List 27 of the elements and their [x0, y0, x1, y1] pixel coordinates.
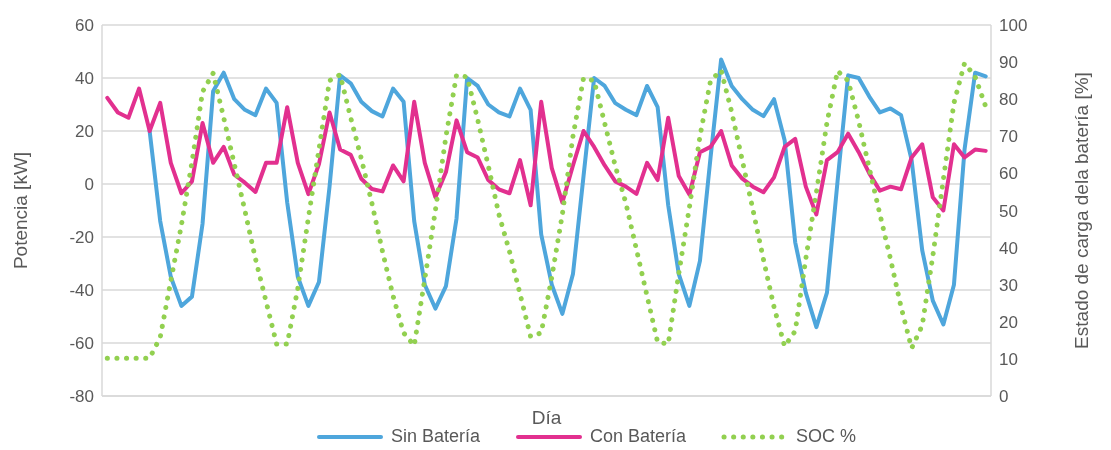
y2-tick-label: 30 [999, 275, 1018, 295]
y2-tick-label: 50 [999, 201, 1018, 221]
y2-tick-label: 80 [999, 90, 1018, 110]
line-series [105, 86, 988, 217]
y-tick-label: 60 [75, 16, 94, 36]
y-tick-label: 0 [84, 175, 94, 195]
y-tick-label: 40 [75, 69, 94, 89]
y-tick-label: -40 [69, 281, 94, 301]
line-series [147, 57, 988, 330]
legend-label: Sin Batería [389, 426, 480, 447]
y2-tick-label: 20 [999, 312, 1018, 332]
y-tick-label: 20 [75, 122, 94, 142]
legend-label: Con Batería [589, 426, 687, 446]
y2-tick-label: 10 [999, 349, 1018, 369]
y2-tick-label: 40 [999, 238, 1018, 258]
legend-label: SOC % [795, 426, 857, 447]
y-axis-title: Potencia [kW] [10, 151, 32, 270]
y2-tick-label: 0 [999, 387, 1009, 407]
y2-tick-label: 100 [999, 16, 1028, 36]
y-tick-label: -60 [69, 334, 94, 354]
y-tick-label: -80 [69, 387, 94, 407]
y2-tick-label: 60 [999, 164, 1018, 184]
y-tick-label: -20 [69, 228, 94, 248]
y2-tick-label: 90 [999, 53, 1018, 73]
y2-tick-label: 70 [999, 127, 1018, 147]
x-axis-title: Día [531, 407, 562, 428]
y2-axis-title: Estado de carga dela batería [%] [1071, 72, 1093, 349]
